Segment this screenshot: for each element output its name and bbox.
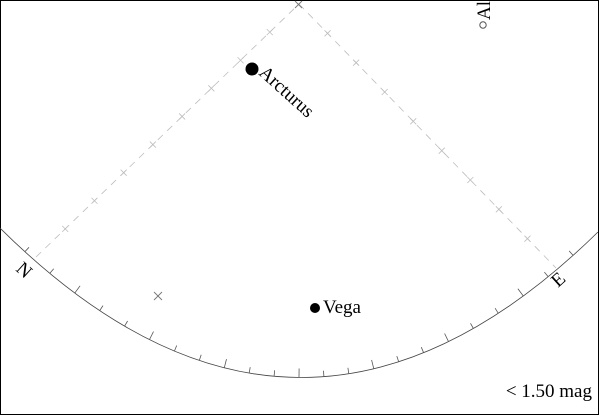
horizon-tick — [444, 333, 449, 342]
horizon-tick — [99, 305, 104, 311]
guide-cross — [208, 85, 215, 92]
horizon-tick — [273, 370, 275, 377]
star-vega[interactable] — [310, 303, 320, 313]
cardinal-north-label: N — [12, 258, 36, 283]
star-label-arcturus: Arcturus — [255, 62, 318, 122]
horizon-tick — [223, 359, 227, 368]
star-altair[interactable] — [479, 21, 487, 29]
guide-cross — [352, 59, 360, 66]
guide-cross — [61, 225, 69, 233]
horizon-tick — [347, 367, 350, 374]
guide-cross — [324, 30, 331, 37]
horizon-tick — [24, 247, 30, 252]
horizon-line — [0, 227, 599, 378]
horizon-tick — [74, 285, 81, 294]
guide-cross — [409, 118, 417, 125]
horizon-tick — [470, 323, 474, 329]
guide-cross — [438, 147, 446, 154]
guide-cross — [237, 56, 244, 64]
ecliptic-marker — [153, 291, 163, 301]
guide-cross — [495, 206, 503, 213]
guide-line-east — [298, 3, 557, 269]
guide-cross — [120, 169, 127, 176]
horizon-tick — [371, 359, 375, 369]
guide-cross — [381, 88, 388, 96]
horizon-tick — [544, 271, 549, 277]
horizon-tick — [174, 345, 178, 352]
horizon-tick — [248, 367, 251, 374]
horizon-tick — [517, 288, 524, 297]
guide-cross — [91, 197, 98, 205]
guide-cross — [178, 113, 186, 120]
horizon-tick — [420, 347, 424, 353]
star-arcturus[interactable] — [245, 62, 259, 76]
horizon-tick — [49, 268, 55, 274]
guide-crosses — [61, 28, 531, 242]
guide-cross — [266, 28, 274, 36]
cardinal-east-label: E — [547, 268, 570, 291]
star-label-vega: Vega — [323, 297, 362, 318]
magnitude-legend: < 1.50 mag — [505, 381, 592, 402]
star-label-altair: Al — [474, 1, 495, 20]
horizon-tick — [124, 320, 128, 327]
zenith-marker — [294, 0, 303, 9]
guide-line-north — [35, 3, 300, 258]
horizon-tick — [198, 354, 202, 361]
horizon-tick — [149, 331, 154, 340]
guide-cross — [467, 176, 474, 184]
guide-cross — [149, 141, 157, 148]
horizon-tick — [494, 307, 499, 314]
horizon-tick — [396, 355, 400, 362]
horizon-tick — [568, 250, 574, 256]
guide-cross — [524, 235, 531, 242]
horizon-ticks — [24, 247, 574, 378]
